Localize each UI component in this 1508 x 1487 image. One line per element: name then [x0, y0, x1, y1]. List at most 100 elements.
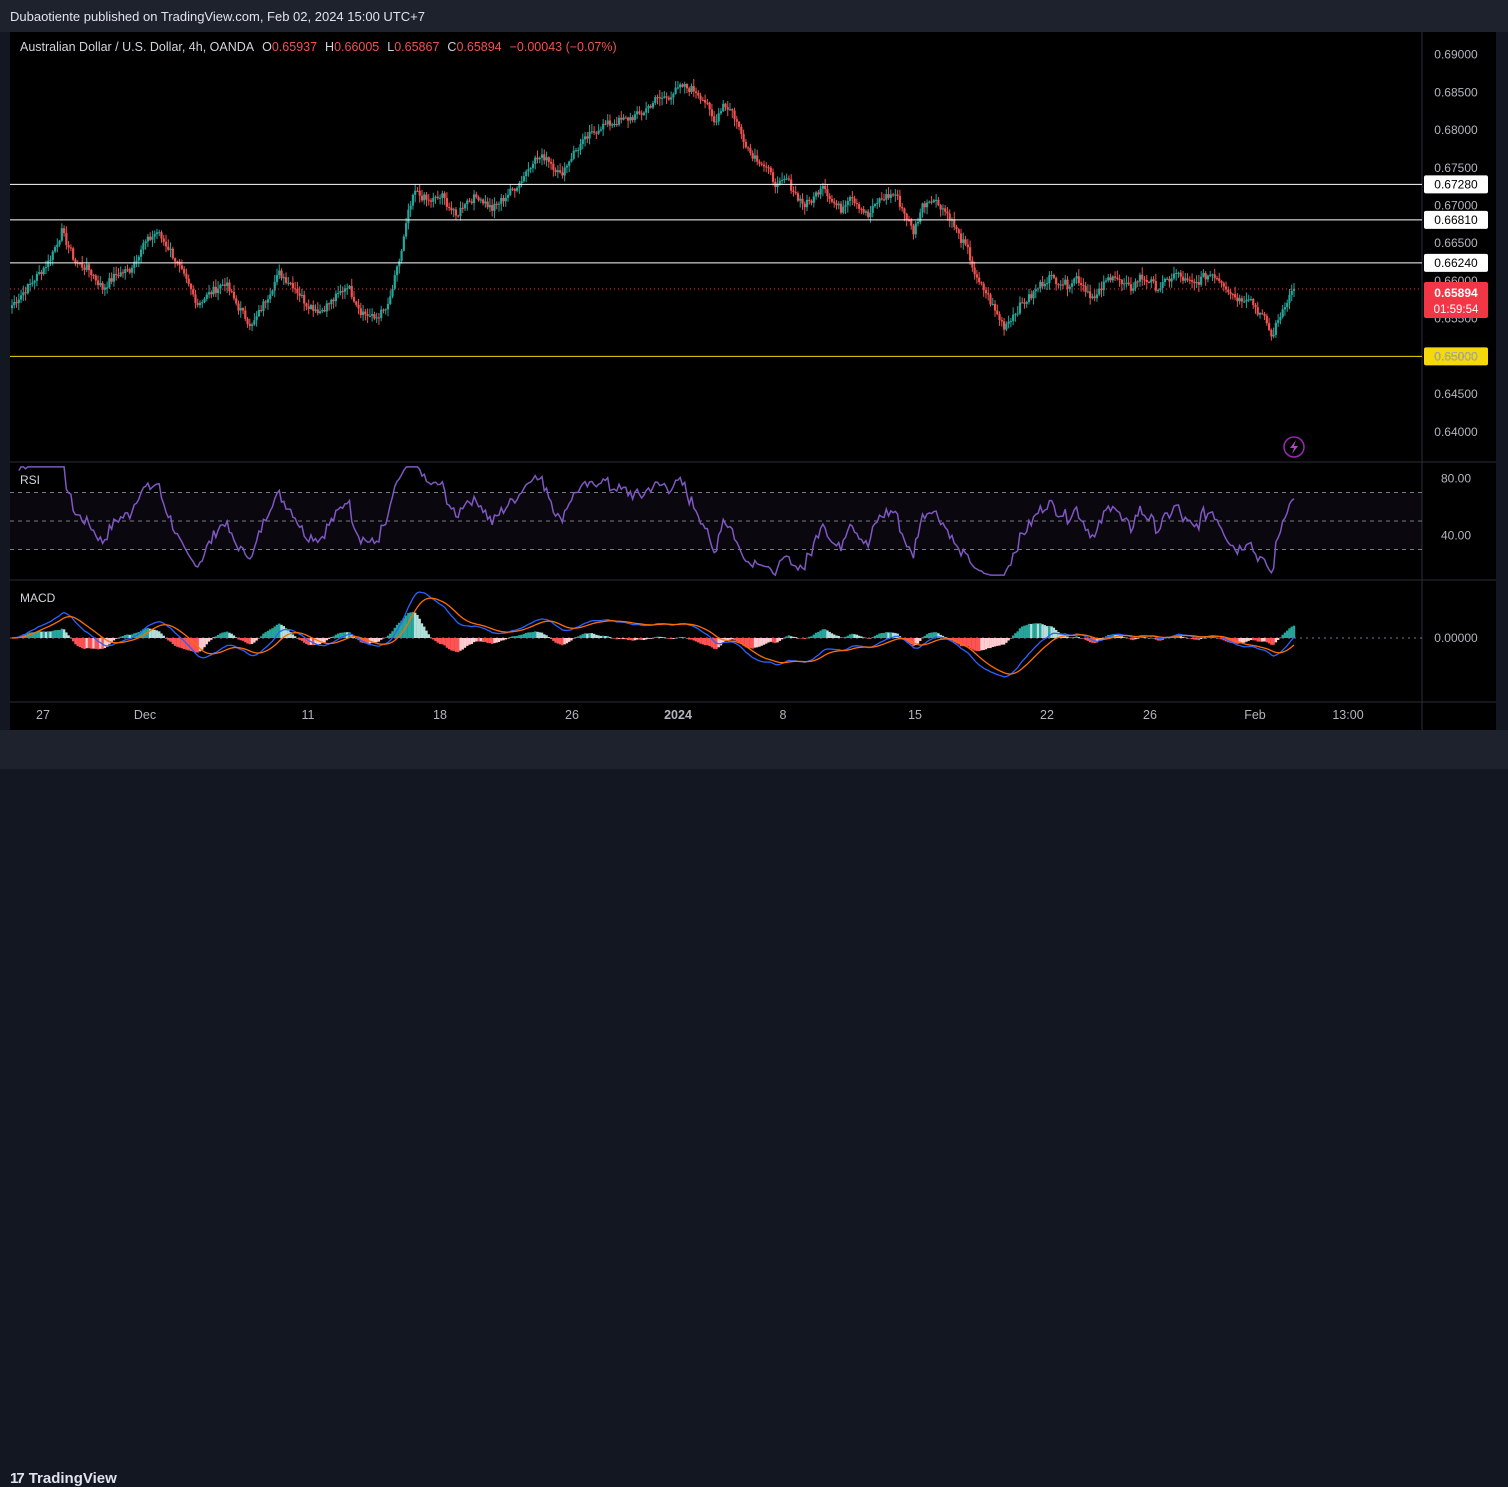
candle[interactable]: [593, 126, 596, 136]
candle[interactable]: [1048, 271, 1051, 290]
candle[interactable]: [819, 185, 822, 200]
candle[interactable]: [312, 300, 315, 317]
candle[interactable]: [135, 254, 138, 268]
candle[interactable]: [538, 156, 541, 164]
candle[interactable]: [787, 175, 791, 182]
candle[interactable]: [92, 273, 95, 280]
candle[interactable]: [950, 217, 954, 228]
candle[interactable]: [597, 124, 600, 135]
candle[interactable]: [833, 198, 836, 208]
candle[interactable]: [244, 305, 247, 322]
candle[interactable]: [192, 285, 195, 297]
price-pane[interactable]: [10, 78, 1422, 341]
candle[interactable]: [140, 245, 143, 263]
candle[interactable]: [1279, 312, 1282, 325]
candle[interactable]: [395, 265, 399, 282]
candle[interactable]: [1286, 299, 1289, 312]
candle[interactable]: [1082, 278, 1085, 292]
candle[interactable]: [1161, 275, 1164, 294]
candle[interactable]: [1018, 296, 1022, 316]
candle[interactable]: [393, 270, 396, 291]
candle[interactable]: [1046, 277, 1049, 291]
candle[interactable]: [491, 199, 494, 217]
candle[interactable]: [196, 298, 199, 308]
candle[interactable]: [959, 228, 963, 248]
candle[interactable]: [713, 110, 716, 126]
candle[interactable]: [167, 239, 170, 251]
candle[interactable]: [146, 233, 150, 247]
candle[interactable]: [386, 297, 390, 317]
candle[interactable]: [130, 265, 134, 278]
candle[interactable]: [1127, 276, 1130, 286]
candle[interactable]: [1070, 279, 1074, 294]
candle[interactable]: [957, 228, 960, 239]
candle[interactable]: [497, 201, 501, 212]
candle[interactable]: [975, 270, 978, 284]
candle[interactable]: [837, 201, 840, 210]
candle[interactable]: [1270, 328, 1273, 341]
candle[interactable]: [506, 188, 510, 202]
candle[interactable]: [527, 162, 530, 177]
candle[interactable]: [1066, 276, 1069, 297]
candle[interactable]: [463, 203, 467, 211]
candle[interactable]: [477, 195, 480, 202]
candle[interactable]: [158, 229, 161, 237]
candle[interactable]: [201, 299, 204, 308]
candle[interactable]: [309, 303, 313, 310]
candle[interactable]: [40, 269, 43, 281]
candle[interactable]: [1057, 283, 1060, 289]
candle[interactable]: [1120, 278, 1123, 292]
candle[interactable]: [765, 162, 768, 173]
candle[interactable]: [515, 186, 519, 193]
candle[interactable]: [230, 288, 233, 294]
candle[interactable]: [930, 195, 933, 205]
candle[interactable]: [235, 295, 238, 306]
candle[interactable]: [1021, 297, 1024, 304]
candle[interactable]: [1118, 274, 1121, 287]
candle[interactable]: [155, 228, 159, 240]
candle[interactable]: [67, 240, 70, 254]
candle[interactable]: [1209, 270, 1212, 278]
candle[interactable]: [932, 198, 935, 204]
candle[interactable]: [1064, 275, 1067, 286]
candle[interactable]: [325, 300, 328, 317]
candle[interactable]: [611, 122, 614, 129]
candle[interactable]: [742, 129, 745, 149]
candle[interactable]: [142, 239, 145, 255]
candle[interactable]: [794, 185, 797, 195]
candle[interactable]: [801, 193, 804, 210]
candle[interactable]: [543, 149, 546, 165]
candle[interactable]: [617, 115, 621, 127]
candle[interactable]: [1258, 312, 1262, 319]
rsi-pane[interactable]: RSI 80.00 40.00: [10, 466, 1471, 577]
candle[interactable]: [656, 94, 659, 105]
candle[interactable]: [552, 159, 555, 177]
candle[interactable]: [214, 279, 217, 298]
candle[interactable]: [210, 290, 213, 299]
candle[interactable]: [409, 201, 412, 217]
candle[interactable]: [658, 89, 661, 106]
candle[interactable]: [275, 268, 279, 286]
candle[interactable]: [328, 302, 331, 311]
candle[interactable]: [180, 259, 183, 271]
candle[interactable]: [241, 307, 245, 314]
candle[interactable]: [1204, 271, 1207, 286]
candle[interactable]: [896, 189, 899, 200]
candle[interactable]: [1177, 271, 1180, 278]
candle[interactable]: [389, 290, 392, 306]
candle[interactable]: [731, 108, 734, 119]
candle[interactable]: [72, 246, 75, 262]
candle[interactable]: [1012, 307, 1015, 326]
candle[interactable]: [194, 289, 197, 309]
candle[interactable]: [701, 97, 704, 102]
candle[interactable]: [574, 147, 578, 153]
candle[interactable]: [42, 266, 45, 276]
candle[interactable]: [810, 199, 813, 206]
candle[interactable]: [973, 261, 976, 280]
candle[interactable]: [1175, 269, 1178, 281]
candle[interactable]: [828, 193, 831, 204]
candle[interactable]: [1267, 317, 1271, 332]
candle[interactable]: [767, 164, 770, 174]
candle[interactable]: [183, 265, 186, 277]
candle[interactable]: [855, 198, 858, 209]
